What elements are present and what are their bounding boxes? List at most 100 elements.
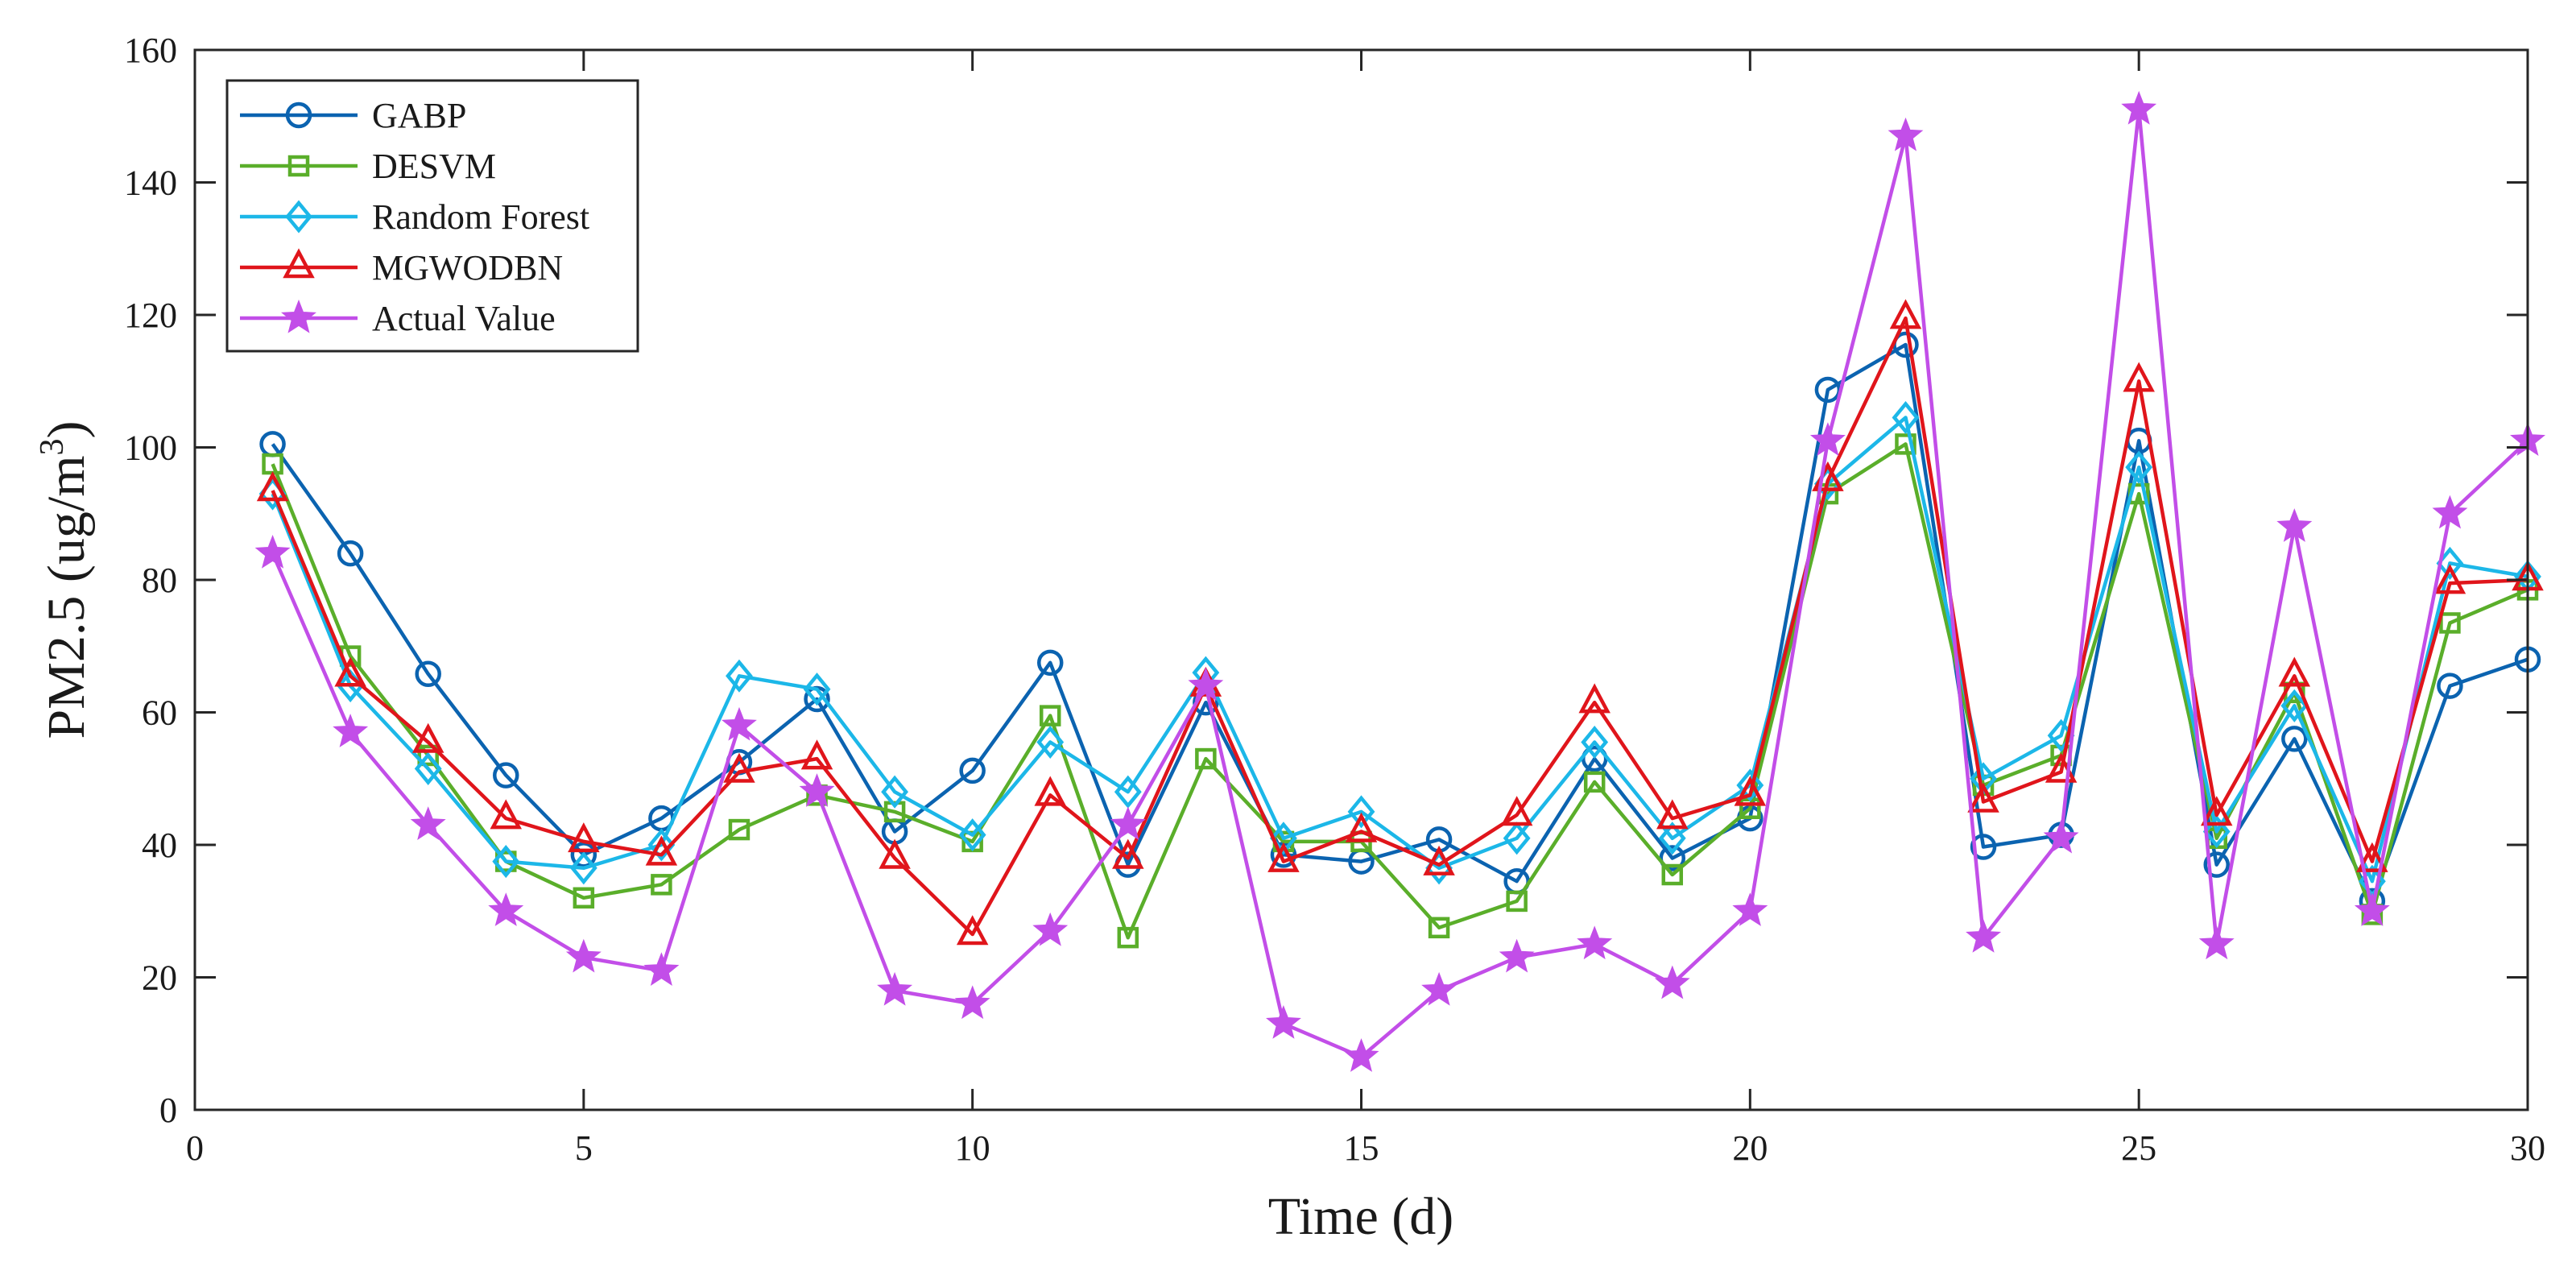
data-point-actual-value (954, 985, 990, 1020)
legend-marker-gabp (285, 101, 312, 129)
y-tick-label: 0 (159, 1091, 177, 1130)
data-point-random-forest (647, 828, 676, 862)
data-point-mgwodbn (645, 835, 678, 866)
data-point-mgwodbn (1967, 782, 1999, 813)
legend-item-desvm: DESVM (240, 147, 496, 186)
data-point-actual-value (1732, 892, 1768, 926)
data-point-actual-value (722, 706, 757, 741)
data-point-mgwodbn (1889, 299, 1922, 329)
data-point-random-forest (414, 751, 442, 785)
series-line-random-forest (271, 416, 2528, 884)
x-axis-label: Time (d) (1268, 1187, 1453, 1246)
y-axis-label: PM2.5 (ug/m3) (34, 420, 96, 739)
series-desvm (262, 433, 2539, 949)
data-point-random-forest (881, 775, 909, 809)
data-point-gabp (415, 660, 441, 688)
data-point-actual-value (1966, 919, 2001, 953)
data-point-actual-value (643, 952, 680, 986)
data-point-random-forest (958, 818, 986, 852)
legend-item-mgwodbn: MGWODBN (240, 248, 563, 288)
data-point-actual-value (1888, 117, 1924, 151)
x-tick-label: 0 (186, 1128, 204, 1168)
data-point-actual-value (410, 806, 446, 840)
data-point-desvm (1661, 863, 1684, 886)
data-point-mgwodbn (1656, 799, 1689, 830)
data-point-random-forest (1658, 822, 1686, 855)
data-point-actual-value (799, 773, 835, 807)
data-point-mgwodbn (1034, 776, 1066, 806)
legend-label-random-forest: Random Forest (372, 197, 589, 237)
data-point-desvm (573, 887, 595, 909)
data-point-random-forest (1347, 795, 1375, 829)
data-point-mgwodbn (956, 915, 989, 946)
data-point-random-forest (1581, 725, 1609, 759)
data-point-desvm (1428, 917, 1450, 939)
data-point-actual-value (1343, 1038, 1379, 1072)
data-point-gabp (1970, 834, 1997, 860)
data-point-mgwodbn (411, 722, 444, 753)
data-point-desvm (1583, 771, 1606, 793)
y-tick-label: 160 (124, 31, 177, 70)
data-point-actual-value (488, 892, 524, 926)
data-point-actual-value (2043, 819, 2079, 854)
data-point-actual-value (2198, 925, 2235, 960)
data-point-mgwodbn (2433, 564, 2466, 594)
data-point-mgwodbn (568, 822, 600, 853)
data-point-gabp (959, 757, 986, 784)
data-point-mgwodbn (1423, 845, 1455, 875)
data-point-desvm (2439, 612, 2461, 634)
data-point-actual-value (2121, 90, 2157, 125)
data-point-random-forest (803, 673, 831, 706)
data-point-gabp (570, 842, 597, 868)
data-point-desvm (417, 744, 439, 767)
data-point-mgwodbn (1734, 776, 1767, 806)
data-point-mgwodbn (2356, 842, 2388, 872)
data-point-mgwodbn (879, 838, 911, 869)
y-axis-label-superscript: 3 (34, 438, 71, 455)
data-point-actual-value (1809, 422, 1846, 456)
data-point-actual-value (1499, 938, 1535, 973)
data-point-actual-value (1654, 965, 1690, 999)
data-point-desvm (1195, 747, 1217, 770)
legend-item-actual-value: Actual Value (240, 299, 556, 338)
data-point-random-forest (1036, 725, 1065, 759)
series-line-gabp (271, 342, 2528, 904)
x-tick-label: 15 (1344, 1128, 1379, 1168)
legend-item-gabp: GABP (240, 96, 466, 135)
data-point-random-forest (726, 659, 753, 693)
legend-marker-mgwodbn (283, 248, 315, 279)
data-point-gabp (2437, 673, 2463, 699)
y-tick-label: 40 (142, 826, 177, 865)
data-point-gabp (2281, 726, 2308, 752)
data-point-actual-value (1032, 912, 1069, 946)
data-point-actual-value (2276, 508, 2313, 542)
data-point-actual-value (1188, 667, 1224, 702)
legend-item-random-forest: Random Forest (240, 197, 589, 237)
data-point-random-forest (569, 851, 597, 885)
data-point-desvm (1117, 926, 1139, 949)
data-point-desvm (1039, 705, 1061, 726)
x-tick-label: 25 (2121, 1128, 2156, 1168)
legend-marker-desvm (287, 155, 310, 177)
data-point-mgwodbn (800, 739, 833, 770)
data-point-mgwodbn (2123, 362, 2155, 392)
legend-items: GABP DESVM Random Forest MGWODBN Actual Valu… (240, 96, 589, 338)
data-point-gabp (1036, 649, 1064, 677)
data-point-gabp (1659, 845, 1686, 871)
data-point-mgwodbn (1578, 683, 1611, 714)
legend-label-desvm: DESVM (372, 147, 496, 186)
data-point-random-forest (1736, 768, 1764, 802)
data-point-mgwodbn (2278, 656, 2311, 687)
data-point-actual-value (1577, 925, 1613, 960)
axis-ticks: 0 5 10 15 20 25 30 0 20 40 60 80 100 120 140 160 (124, 31, 2545, 1168)
x-tick-label: 20 (1732, 1128, 1768, 1168)
data-point-desvm (651, 874, 672, 896)
data-point-mgwodbn (1500, 796, 1533, 826)
data-point-mgwodbn (1267, 842, 1300, 872)
data-point-actual-value (2432, 495, 2468, 529)
data-point-random-forest (1503, 822, 1531, 855)
data-point-random-forest (2125, 450, 2153, 484)
data-point-desvm (728, 818, 750, 841)
series-line-mgwodbn (271, 316, 2528, 937)
data-point-mgwodbn (334, 656, 366, 687)
